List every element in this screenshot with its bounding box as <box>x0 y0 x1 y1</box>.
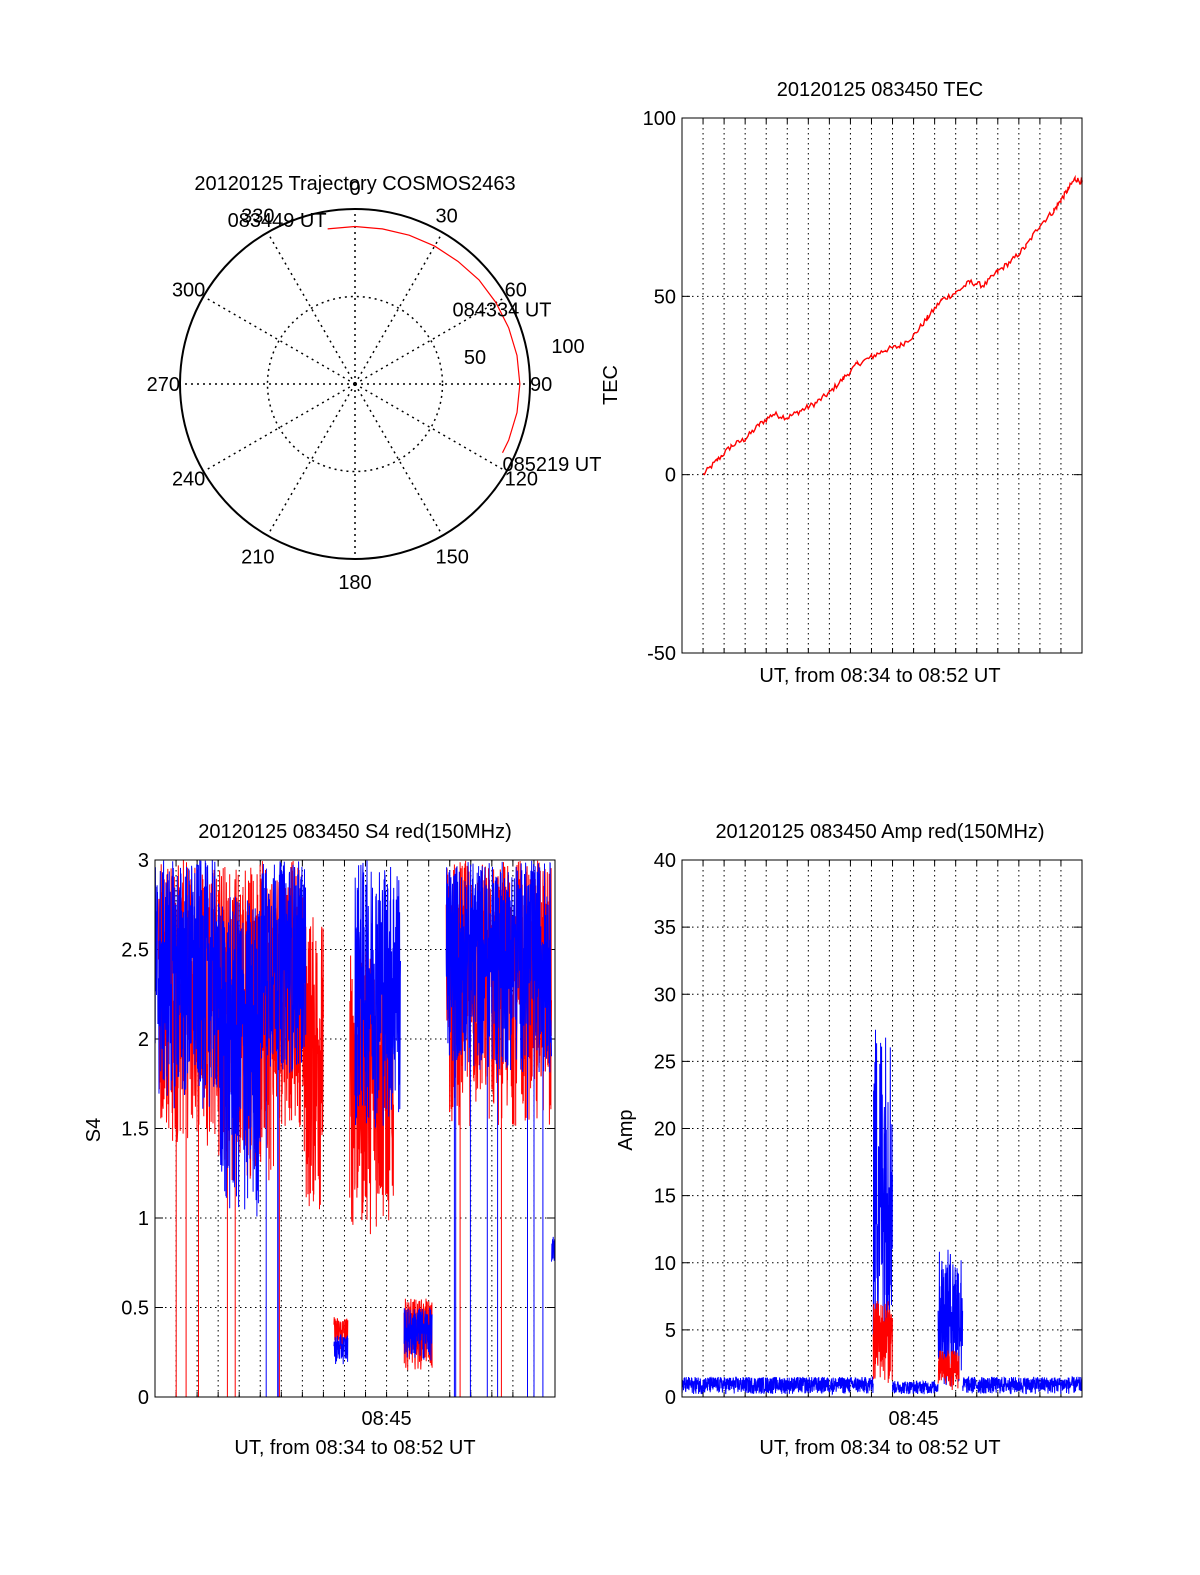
s4-title: 20120125 083450 S4 red(150MHz) <box>198 821 512 843</box>
y-tick-label: 20 <box>654 1119 676 1141</box>
polar-outer-circle <box>179 208 531 560</box>
azimuth-label: 150 <box>436 547 469 569</box>
polar-spoke <box>354 383 507 473</box>
tec-series-line <box>702 174 1083 476</box>
trajectory-title: 20120125 Trajectory COSMOS2463 <box>194 173 515 195</box>
azimuth-label: 210 <box>241 547 274 569</box>
azimuth-label: 330 <box>241 205 274 227</box>
y-tick-label: 2.5 <box>121 940 149 962</box>
trajectory-time-annotation: 083449 UT <box>228 210 327 232</box>
azimuth-label: 60 <box>505 280 527 302</box>
azimuth-label: 180 <box>338 572 371 594</box>
y-tick-label: 0.5 <box>121 1298 149 1320</box>
y-tick-label: 2 <box>138 1029 149 1051</box>
trajectory-time-annotation: 085219 UT <box>503 454 602 476</box>
plot-frame <box>681 117 1083 654</box>
y-tick-label: 0 <box>665 465 676 487</box>
azimuth-label: 270 <box>147 374 180 396</box>
azimuth-label: 30 <box>436 205 458 227</box>
y-tick-label: 10 <box>654 1253 676 1275</box>
polar-grid-circle <box>266 295 444 473</box>
amp-title: 20120125 083450 Amp red(150MHz) <box>715 821 1044 843</box>
trajectory-path <box>327 225 521 454</box>
y-tick-label: 0 <box>665 1387 676 1409</box>
y-tick-label: 1.5 <box>121 1119 149 1141</box>
x-tick-label: 08:45 <box>362 1408 412 1430</box>
tec-xlabel: UT, from 08:34 to 08:52 UT <box>759 665 1000 687</box>
polar-spoke <box>354 383 444 536</box>
y-tick-label: 1 <box>138 1208 149 1230</box>
y-tick-label: 40 <box>654 850 676 872</box>
amp-ylabel: Amp <box>615 1109 637 1150</box>
azimuth-label: 90 <box>530 374 552 396</box>
plot-frame <box>681 859 1083 1398</box>
y-tick-label: 25 <box>654 1051 676 1073</box>
y-tick-label: -50 <box>647 643 676 665</box>
amp-line-chart: 20120125 083450 Amp red(150MHz) UT, from… <box>615 821 1083 1459</box>
series-trace-red <box>872 1300 960 1391</box>
s4-ylabel: S4 <box>83 1118 105 1142</box>
y-tick-label: 5 <box>665 1320 676 1342</box>
plot-frame <box>154 859 556 1398</box>
azimuth-label: 240 <box>172 469 205 491</box>
tec-line-chart: 20120125 083450 TEC UT, from 08:34 to 08… <box>600 79 1083 687</box>
s4-line-chart: 20120125 083450 S4 red(150MHz) UT, from … <box>83 821 556 1459</box>
tec-title: 20120125 083450 TEC <box>777 79 983 101</box>
y-tick-label: 30 <box>654 984 676 1006</box>
polar-spoke <box>266 383 356 536</box>
y-tick-label: 35 <box>654 917 676 939</box>
y-tick-label: 15 <box>654 1186 676 1208</box>
trajectory-polar-plot: 20120125 Trajectory COSMOS2463 0 30 60 90 12… <box>147 173 602 594</box>
azimuth-label: 120 <box>505 469 538 491</box>
polar-spoke <box>354 295 507 385</box>
y-tick-label: 100 <box>643 108 676 130</box>
tec-ylabel: TEC <box>600 365 622 405</box>
polar-spoke <box>266 232 356 385</box>
polar-spoke <box>203 295 356 385</box>
azimuth-label: 300 <box>172 280 205 302</box>
s4-xlabel: UT, from 08:34 to 08:52 UT <box>234 1437 475 1459</box>
trajectory-time-annotation: 084334 UT <box>453 299 552 321</box>
polar-spoke <box>203 383 356 473</box>
x-tick-label: 08:45 <box>889 1408 939 1430</box>
y-tick-label: 0 <box>138 1387 149 1409</box>
y-tick-label: 3 <box>138 850 149 872</box>
series-trace-blue <box>155 860 555 1397</box>
y-tick-label: 50 <box>654 286 676 308</box>
series-trace-blue <box>682 1029 1082 1396</box>
azimuth-label: 0 <box>349 178 360 200</box>
radial-tick-label: 100 <box>551 336 584 358</box>
amp-xlabel: UT, from 08:34 to 08:52 UT <box>759 1437 1000 1459</box>
radial-tick-label: 50 <box>464 347 486 369</box>
polar-spoke <box>354 232 444 385</box>
